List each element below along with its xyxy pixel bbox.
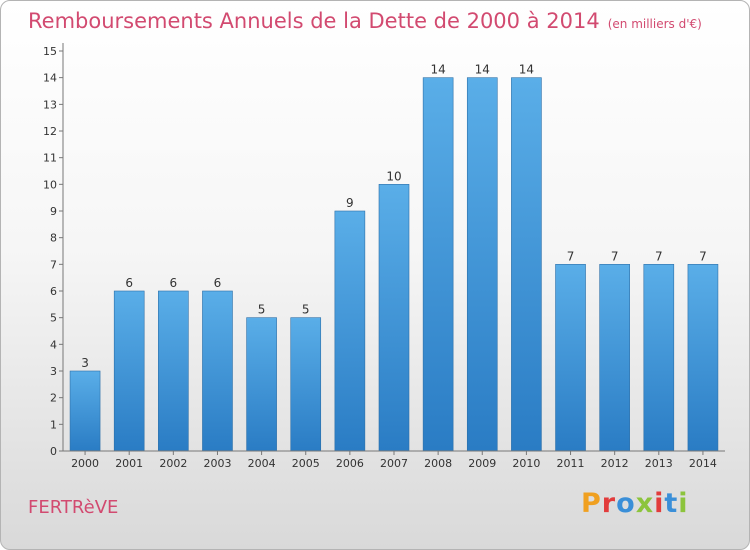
y-tick-label: 1 <box>50 418 57 431</box>
y-tick-label: 14 <box>43 72 57 85</box>
data-label-2012: 7 <box>611 249 619 263</box>
x-tick-label-2008: 2008 <box>424 457 452 470</box>
y-tick-label: 11 <box>43 152 57 165</box>
data-label-2010: 14 <box>519 63 534 77</box>
x-tick-label-2011: 2011 <box>557 457 585 470</box>
x-tick-label-2012: 2012 <box>601 457 629 470</box>
bar-2003 <box>202 290 233 452</box>
commune-name: FERTRèVE <box>28 497 119 518</box>
x-tick-label-2009: 2009 <box>468 457 496 470</box>
bar-2001 <box>113 290 145 452</box>
data-label-2005: 5 <box>302 303 310 317</box>
y-tick-label: 4 <box>50 338 57 351</box>
x-tick-label-2014: 2014 <box>689 457 717 470</box>
proxiti-logo[interactable]: Proxiti <box>581 488 689 519</box>
data-label-2009: 14 <box>475 63 490 77</box>
x-tick-label-2010: 2010 <box>512 457 540 470</box>
bar-2000 <box>69 370 101 452</box>
data-label-2011: 7 <box>567 249 575 263</box>
bar-2014 <box>687 264 719 452</box>
x-axis: 2000 2001 2002 2003 2004 2005 2006 2007 2008 2009… <box>63 450 725 470</box>
bar-2009 <box>466 77 498 452</box>
y-tick-label: 9 <box>50 205 57 218</box>
y-tick-label: 0 <box>50 445 57 458</box>
bar-2005 <box>290 317 322 452</box>
bar-2004 <box>246 317 277 452</box>
y-tick-label: 7 <box>50 258 57 271</box>
bar-2012 <box>599 264 630 452</box>
data-label-2007: 10 <box>386 169 401 183</box>
x-tick-label-2007: 2007 <box>380 457 408 470</box>
logo-letter: r <box>601 488 617 519</box>
x-tick-label-2013: 2013 <box>645 457 673 470</box>
x-tick-label-2000: 2000 <box>71 457 99 470</box>
chart-unit: (en milliers d'€) <box>607 17 702 31</box>
logo-letter: t <box>664 488 679 519</box>
y-tick-label: 10 <box>43 178 57 191</box>
x-tick-label-2002: 2002 <box>159 457 187 470</box>
x-tick-label-2001: 2001 <box>115 457 143 470</box>
y-tick-label: 6 <box>50 285 57 298</box>
bars: 3 6 6 6 5 5 9 10 14 14 14 7 7 7 7 <box>69 63 719 452</box>
y-tick-label: 12 <box>43 125 57 138</box>
logo-letter: i <box>654 488 665 519</box>
bar-2008 <box>422 77 454 452</box>
bar-2006 <box>334 210 366 452</box>
x-tick-label-2004: 2004 <box>248 457 276 470</box>
bar-2011 <box>555 264 586 452</box>
data-label-2004: 5 <box>258 303 266 317</box>
x-tick-label-2003: 2003 <box>203 457 231 470</box>
data-label-2003: 6 <box>214 276 222 290</box>
data-label-2013: 7 <box>655 249 663 263</box>
logo-letter: P <box>581 488 602 519</box>
bar-2010 <box>511 77 542 452</box>
logo-letter: o <box>616 488 636 519</box>
data-label-2006: 9 <box>346 196 354 210</box>
y-tick-label: 3 <box>50 365 57 378</box>
y-tick-label: 8 <box>50 232 57 245</box>
logo-letter: x <box>635 488 655 519</box>
data-label-2014: 7 <box>699 249 707 263</box>
bar-2013 <box>643 264 675 452</box>
bar-2007 <box>378 184 410 452</box>
data-label-2001: 6 <box>125 276 133 290</box>
chart-title-text: Remboursements Annuels de la Dette de 20… <box>28 9 600 33</box>
y-tick-label: 5 <box>50 312 57 325</box>
bar-2002 <box>158 290 189 452</box>
chart-title: Remboursements Annuels de la Dette de 20… <box>28 9 702 33</box>
logo-letter: i <box>678 488 689 519</box>
y-tick-label: 2 <box>50 392 57 405</box>
data-label-2000: 3 <box>81 356 89 370</box>
data-label-2002: 6 <box>170 276 178 290</box>
y-tick-label: 15 <box>43 45 57 58</box>
x-tick-label-2006: 2006 <box>336 457 364 470</box>
x-tick-label-2005: 2005 <box>292 457 320 470</box>
data-label-2008: 14 <box>430 63 445 77</box>
y-tick-label: 13 <box>43 98 57 111</box>
